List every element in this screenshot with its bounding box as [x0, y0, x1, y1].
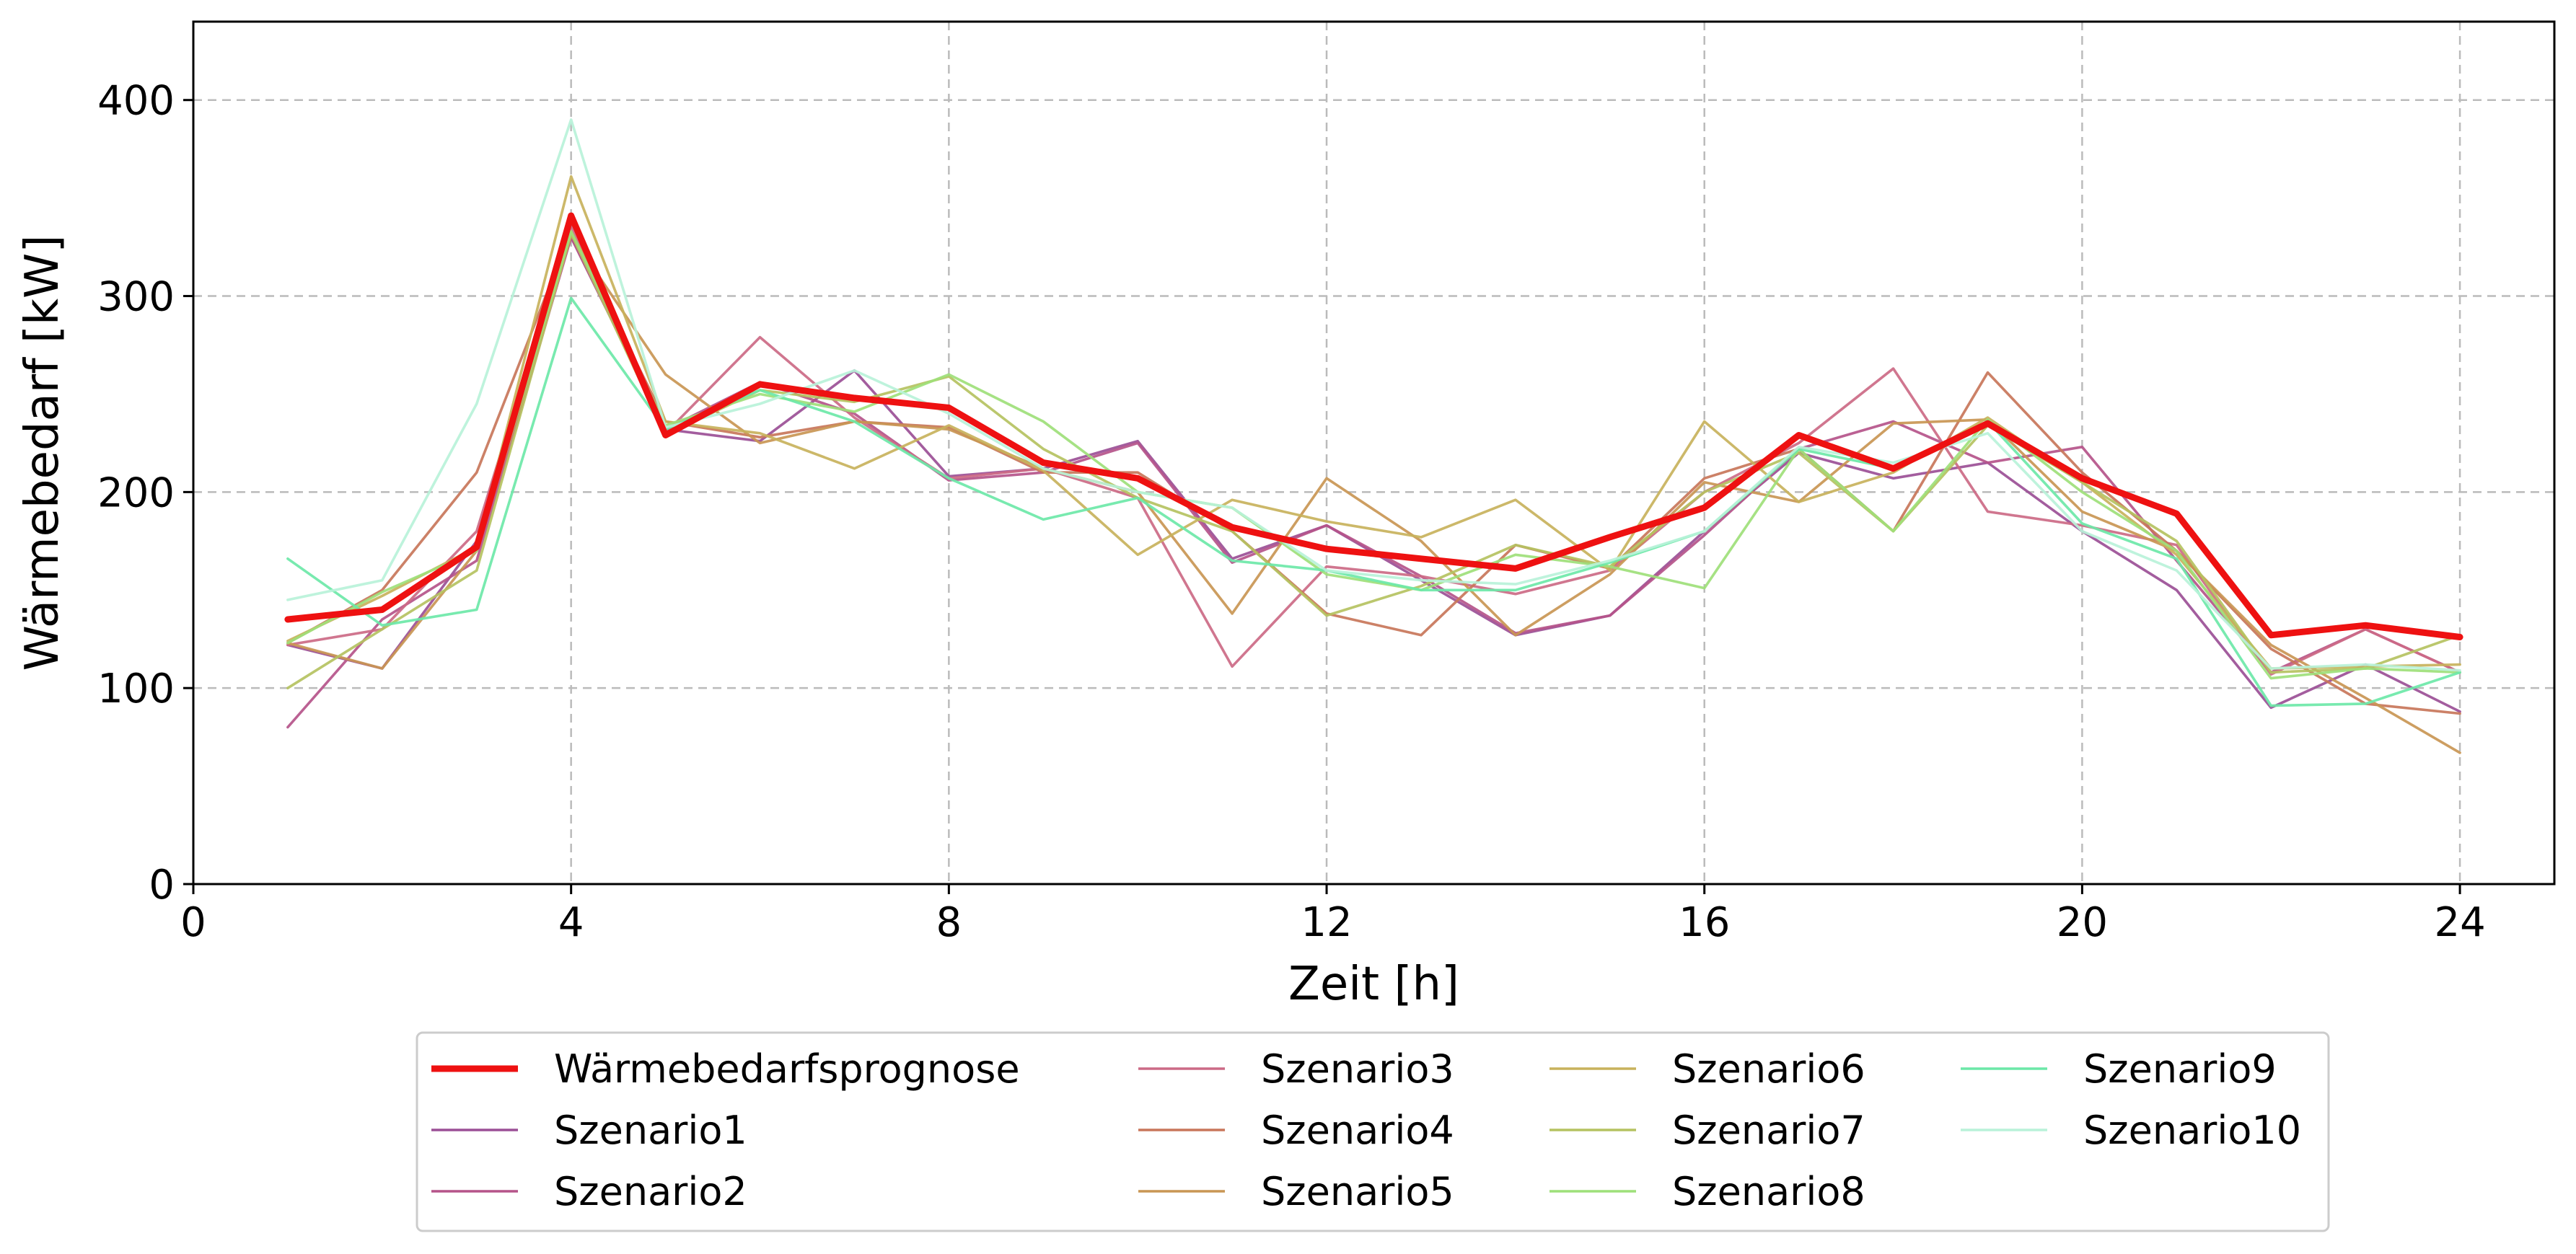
legend-label: Szenario10 [2083, 1108, 2301, 1153]
legend-label: Szenario9 [2083, 1046, 2277, 1092]
y-tick-label: 100 [97, 666, 175, 712]
legend-label: Szenario3 [1261, 1046, 1454, 1092]
x-tick-label: 20 [2057, 899, 2108, 946]
legend-label: Szenario7 [1672, 1108, 1865, 1153]
legend-label: Szenario1 [554, 1108, 747, 1153]
y-axis-label: Wärmebedarf [kW] [16, 235, 69, 671]
series-lines [284, 118, 2463, 754]
x-tick-label: 4 [558, 899, 584, 946]
x-axis-label: Zeit [h] [1288, 958, 1459, 1011]
y-tick-label: 0 [149, 862, 175, 909]
axis-ticks: 0 4 8 12 16 20 24 0 100 200 300 400 [97, 78, 2486, 946]
series-line-szenario9 [286, 296, 2461, 707]
x-tick-label: 0 [180, 899, 206, 946]
x-tick-label: 8 [936, 899, 962, 946]
legend-label: Szenario6 [1672, 1046, 1865, 1092]
series-line-wärmebedarfsprognose [284, 212, 2463, 640]
legend-label: Szenario4 [1261, 1108, 1454, 1153]
legend-label: Szenario8 [1672, 1169, 1865, 1214]
series-line-szenario6 [286, 175, 2461, 670]
legend-label: Wärmebedarfsprognose [554, 1046, 1020, 1092]
y-tick-label: 400 [97, 78, 175, 125]
legend-label: Szenario2 [554, 1169, 747, 1214]
x-tick-label: 12 [1301, 899, 1352, 946]
legend: Wärmebedarfsprognose Szenario1 Szenario2 Sz… [416, 1031, 2330, 1232]
series-line-szenario10 [286, 118, 2461, 672]
legend-label: Szenario5 [1261, 1169, 1454, 1214]
x-tick-label: 24 [2434, 899, 2485, 946]
y-tick-label: 300 [97, 274, 175, 321]
plot-frame [192, 20, 2556, 886]
grid-lines [193, 22, 2554, 884]
y-tick-label: 200 [97, 469, 175, 516]
series-line-szenario5 [286, 234, 2461, 754]
legend-box [416, 1031, 2330, 1232]
x-tick-label: 16 [1679, 899, 1730, 946]
